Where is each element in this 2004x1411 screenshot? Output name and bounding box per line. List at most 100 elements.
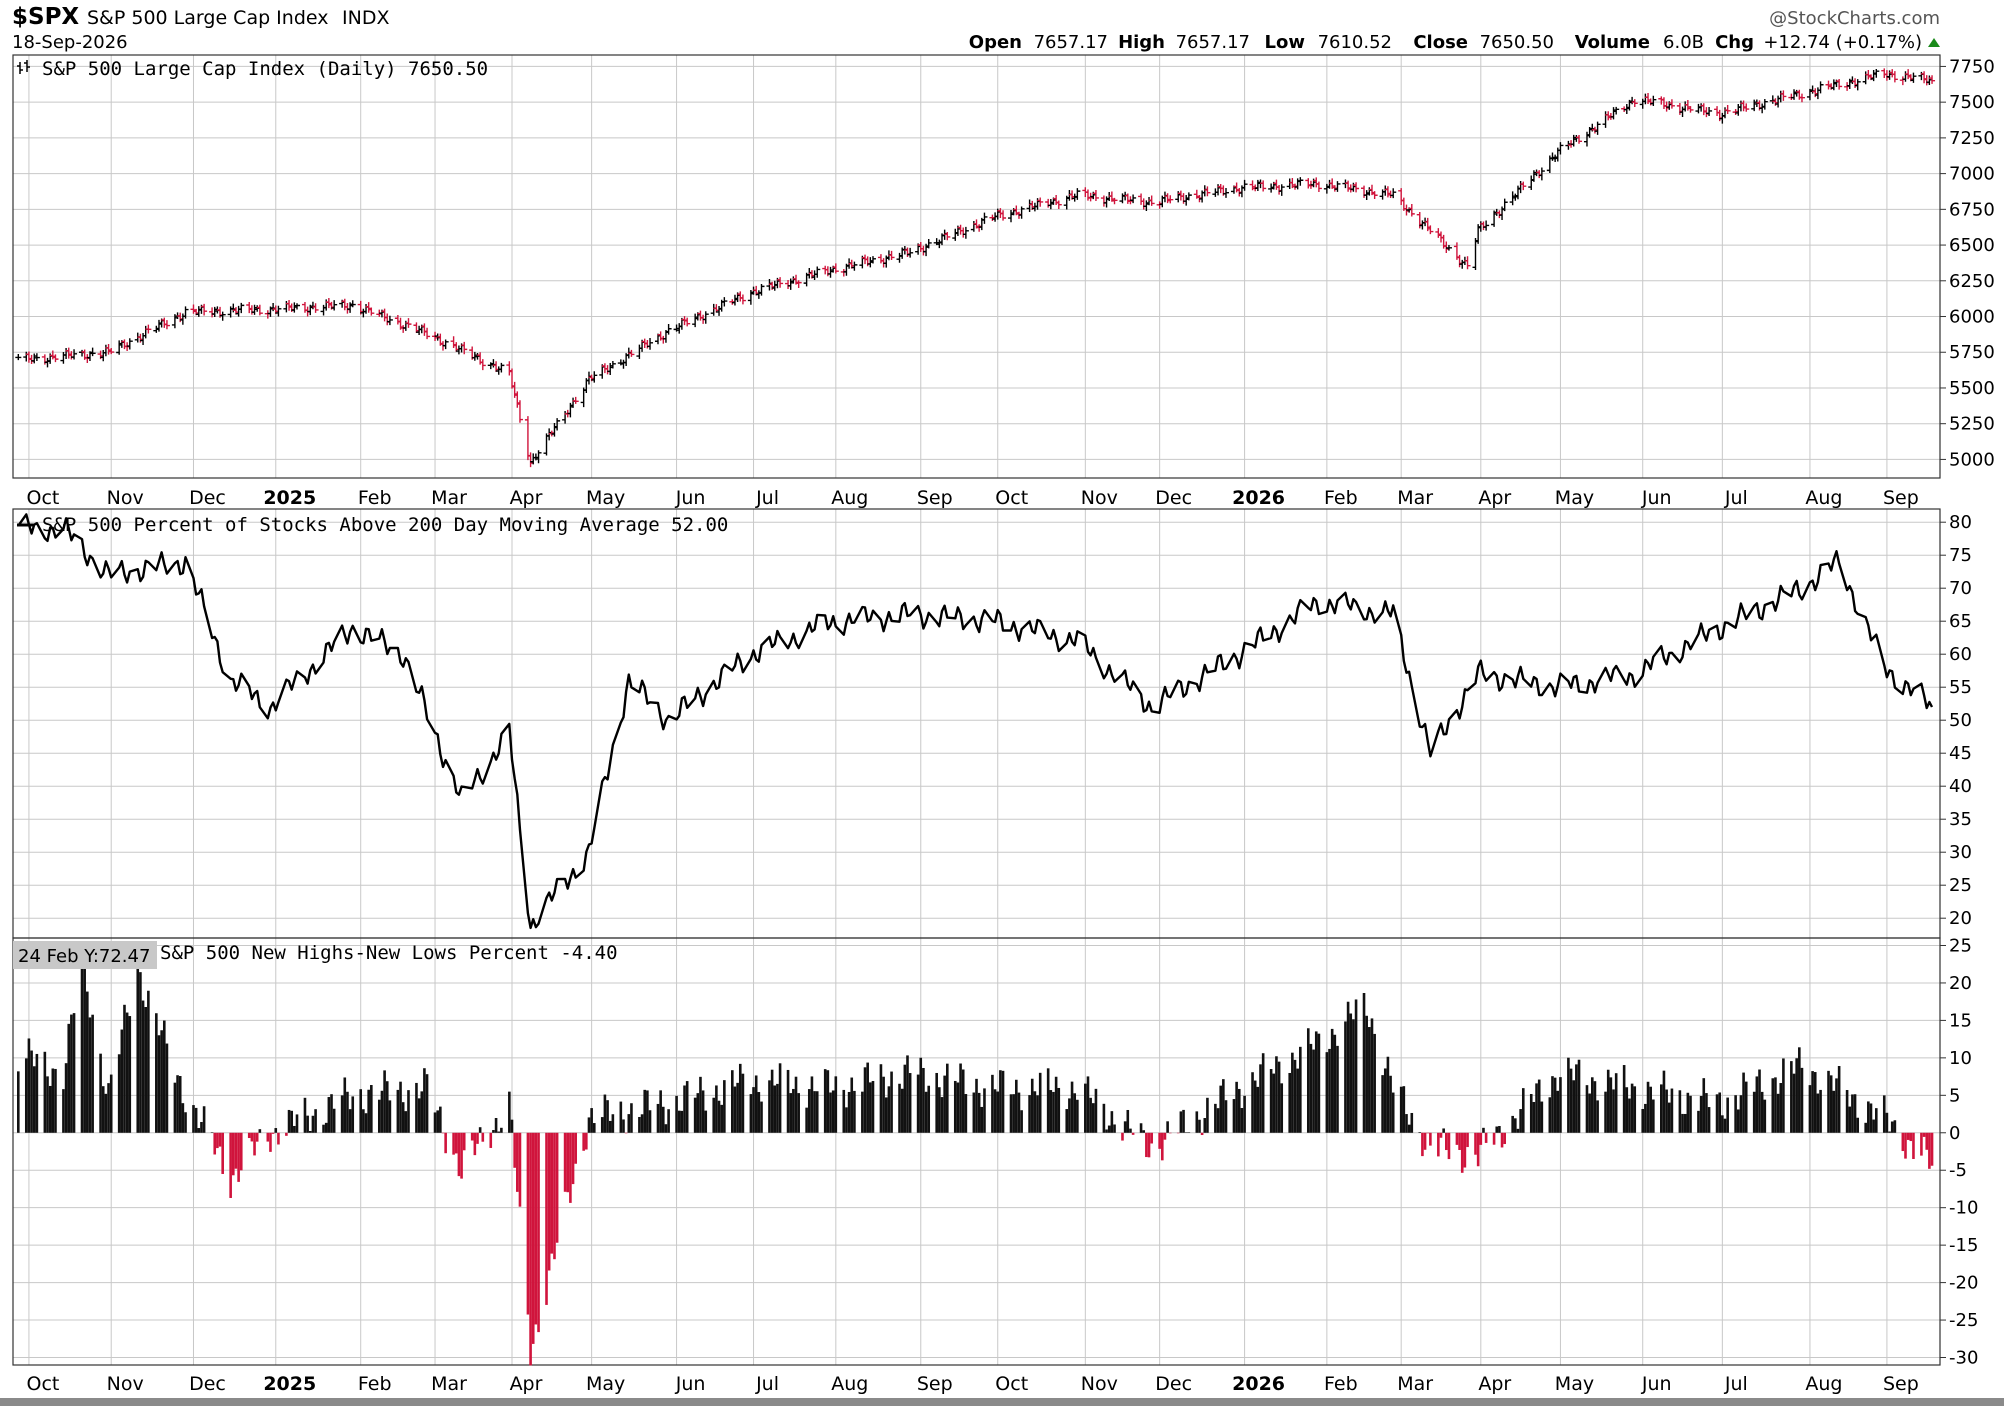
- histogram-bar: [1529, 1094, 1533, 1133]
- histogram-bar: [1774, 1077, 1777, 1133]
- histogram-bar: [805, 1107, 808, 1133]
- histogram-bar: [1057, 1087, 1061, 1133]
- x-axis-top: Oct Nov Dec 2025 Feb Mar Apr May Jun Jul Aug Sep Oct…: [26, 487, 1918, 509]
- histogram-bar: [1277, 1061, 1281, 1133]
- histogram-bar: [1129, 1128, 1132, 1133]
- ohlc-bar: [349, 300, 356, 308]
- histogram-bar: [792, 1088, 795, 1133]
- histogram-bar: [537, 1132, 540, 1333]
- histogram-bar: [1352, 1019, 1355, 1133]
- histogram-bar: [1500, 1132, 1504, 1148]
- y-tick-label: 15: [1949, 1010, 1972, 1031]
- ohlc-bar: [238, 302, 245, 314]
- histogram-bar: [165, 1043, 169, 1133]
- ohlc-bar: [275, 305, 282, 317]
- histogram-bar: [1649, 1086, 1652, 1133]
- ohlc-bar: [1910, 72, 1917, 83]
- histogram-bar: [1521, 1088, 1525, 1133]
- histogram-bar: [1333, 1034, 1337, 1133]
- histogram-bar: [1243, 1095, 1246, 1133]
- ohlc-bar: [461, 341, 468, 355]
- histogram-bar: [585, 1132, 588, 1150]
- histogram-bar: [1442, 1128, 1445, 1133]
- histogram-bar: [478, 1127, 482, 1133]
- histogram-bar: [608, 1120, 612, 1133]
- x-tick-label: Jun: [675, 1373, 706, 1395]
- histogram-bar: [1429, 1132, 1432, 1146]
- histogram-bar: [900, 1088, 904, 1133]
- histogram-bar: [677, 1110, 681, 1133]
- histogram-bar: [1399, 1086, 1403, 1133]
- histogram-bar: [1795, 1058, 1798, 1133]
- histogram-bar: [497, 1131, 501, 1133]
- histogram-bar: [1121, 1132, 1124, 1141]
- y-tick-label: 30: [1949, 842, 1972, 863]
- histogram-bar: [508, 1091, 511, 1133]
- histogram-bar: [287, 1109, 291, 1133]
- histogram-bar: [919, 1057, 923, 1133]
- histogram-bar: [423, 1068, 426, 1133]
- histogram-bar: [1495, 1126, 1499, 1133]
- histogram-bar: [882, 1076, 885, 1133]
- histogram-bar: [924, 1091, 928, 1133]
- histogram-bar: [1368, 1027, 1371, 1133]
- histogram-bar: [290, 1110, 293, 1133]
- histogram-bar: [473, 1132, 477, 1156]
- histogram-bar: [1214, 1103, 1217, 1133]
- histogram-bar: [221, 1132, 224, 1174]
- histogram-bar: [1036, 1095, 1039, 1133]
- ohlc-bar: [1111, 197, 1118, 205]
- crosshair-tooltip: 24 Feb Y:72.47: [18, 946, 150, 967]
- ohlc-bar: [498, 362, 505, 373]
- histogram-bar: [1888, 1131, 1891, 1133]
- ohlc-bar: [1223, 188, 1229, 198]
- histogram-bar: [1819, 1089, 1822, 1133]
- ohlc-bar: [1278, 184, 1285, 196]
- histogram-bar: [1362, 993, 1366, 1133]
- histogram-bar: [1293, 1059, 1297, 1133]
- ohlc-bar: [1204, 186, 1211, 197]
- histogram-bar: [147, 990, 150, 1133]
- histogram-bar: [1503, 1132, 1506, 1145]
- ohlc-bar: [1501, 198, 1508, 212]
- histogram-bar: [956, 1082, 960, 1133]
- histogram-bar: [1686, 1092, 1690, 1133]
- x-tick-label: Jun: [675, 487, 706, 509]
- ohlc-bar: [1241, 179, 1248, 191]
- histogram-bar: [1590, 1077, 1594, 1133]
- x-tick-label: 2025: [263, 487, 316, 509]
- histogram-bar: [303, 1097, 307, 1133]
- histogram-bar: [460, 1132, 463, 1179]
- x-tick-label: 2025: [263, 1373, 316, 1395]
- histogram-bar: [1317, 1033, 1321, 1133]
- histogram-bar: [1588, 1093, 1591, 1133]
- x-tick-label: Nov: [107, 487, 144, 509]
- histogram-bar: [258, 1129, 262, 1133]
- histogram-bar: [518, 1132, 522, 1207]
- histogram-bar: [630, 1103, 633, 1133]
- x-tick-label: Oct: [995, 487, 1028, 509]
- histogram-bar: [306, 1115, 309, 1133]
- histogram-bar: [1182, 1109, 1185, 1133]
- y-tick-label: 0: [1949, 1123, 1960, 1144]
- y-tick-label: 40: [1949, 776, 1972, 797]
- histogram-bar: [513, 1132, 516, 1168]
- histogram-bar: [1389, 1075, 1392, 1133]
- ohlc-bar: [925, 238, 932, 249]
- ohlc-bar: [256, 304, 263, 316]
- histogram-bar: [1460, 1132, 1464, 1173]
- histogram-bar: [62, 1089, 65, 1133]
- histogram-bar: [935, 1072, 938, 1133]
- histogram-bar: [720, 1104, 723, 1133]
- histogram-bar: [1890, 1121, 1894, 1133]
- histogram-bar: [1445, 1132, 1448, 1151]
- histogram-bar: [993, 1089, 997, 1133]
- histogram-bar: [550, 1132, 554, 1254]
- histogram-bar: [492, 1130, 495, 1133]
- ohlc-bar: [981, 212, 988, 224]
- histogram-bar: [871, 1081, 875, 1133]
- histogram-bar: [216, 1132, 219, 1149]
- x-tick-label: Aug: [831, 1373, 868, 1395]
- histogram-bar: [494, 1118, 498, 1133]
- histogram-bar: [1038, 1072, 1042, 1133]
